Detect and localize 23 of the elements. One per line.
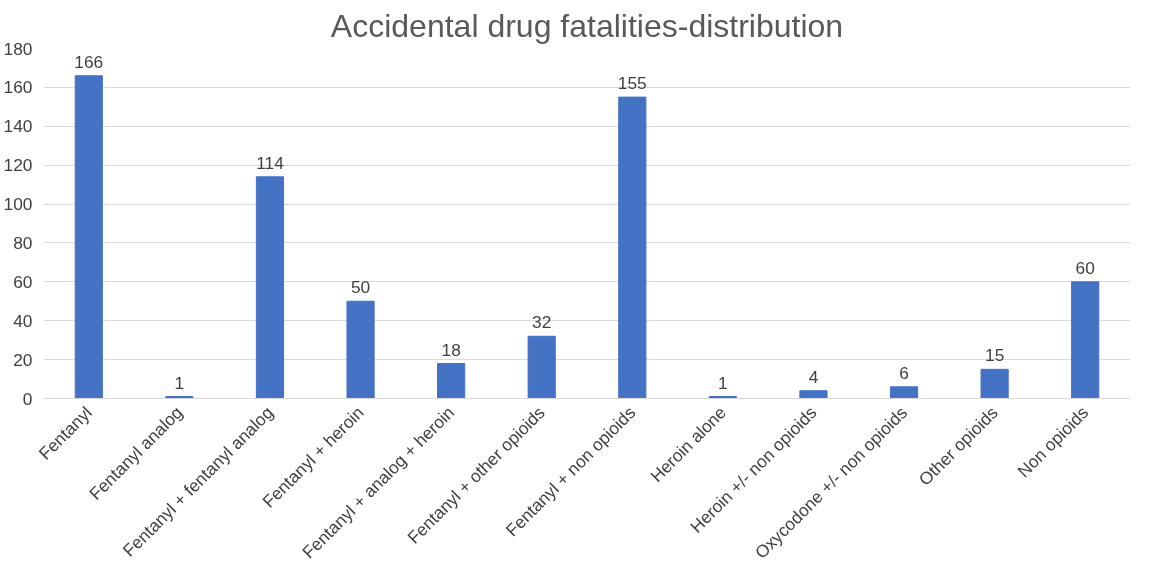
data-label: 18 [441,339,461,360]
data-label: 114 [256,152,285,173]
y-tick-label: 180 [3,38,33,59]
y-tick-label: 100 [3,194,33,215]
y-tick-label: 80 [13,232,33,253]
y-tick-label: 60 [13,271,33,292]
data-label: 60 [1075,257,1095,278]
y-tick-label: 140 [3,116,33,137]
data-label: 4 [808,366,819,387]
y-tick-label: 0 [22,388,33,409]
data-label: 15 [984,345,1005,366]
y-tick-label: 160 [3,77,33,98]
y-tick-label: 20 [13,349,33,370]
data-label: 1 [174,372,185,393]
y-tick-label: 120 [3,155,33,176]
data-label: 1 [718,372,728,393]
chart-title: Accidental drug fatalities-distribution [330,7,844,44]
data-label: 6 [899,362,909,383]
y-tick-label: 40 [13,310,33,331]
data-label: 155 [617,73,647,94]
data-label: 50 [350,277,371,298]
data-label: 166 [74,51,104,72]
data-label: 32 [532,312,552,333]
